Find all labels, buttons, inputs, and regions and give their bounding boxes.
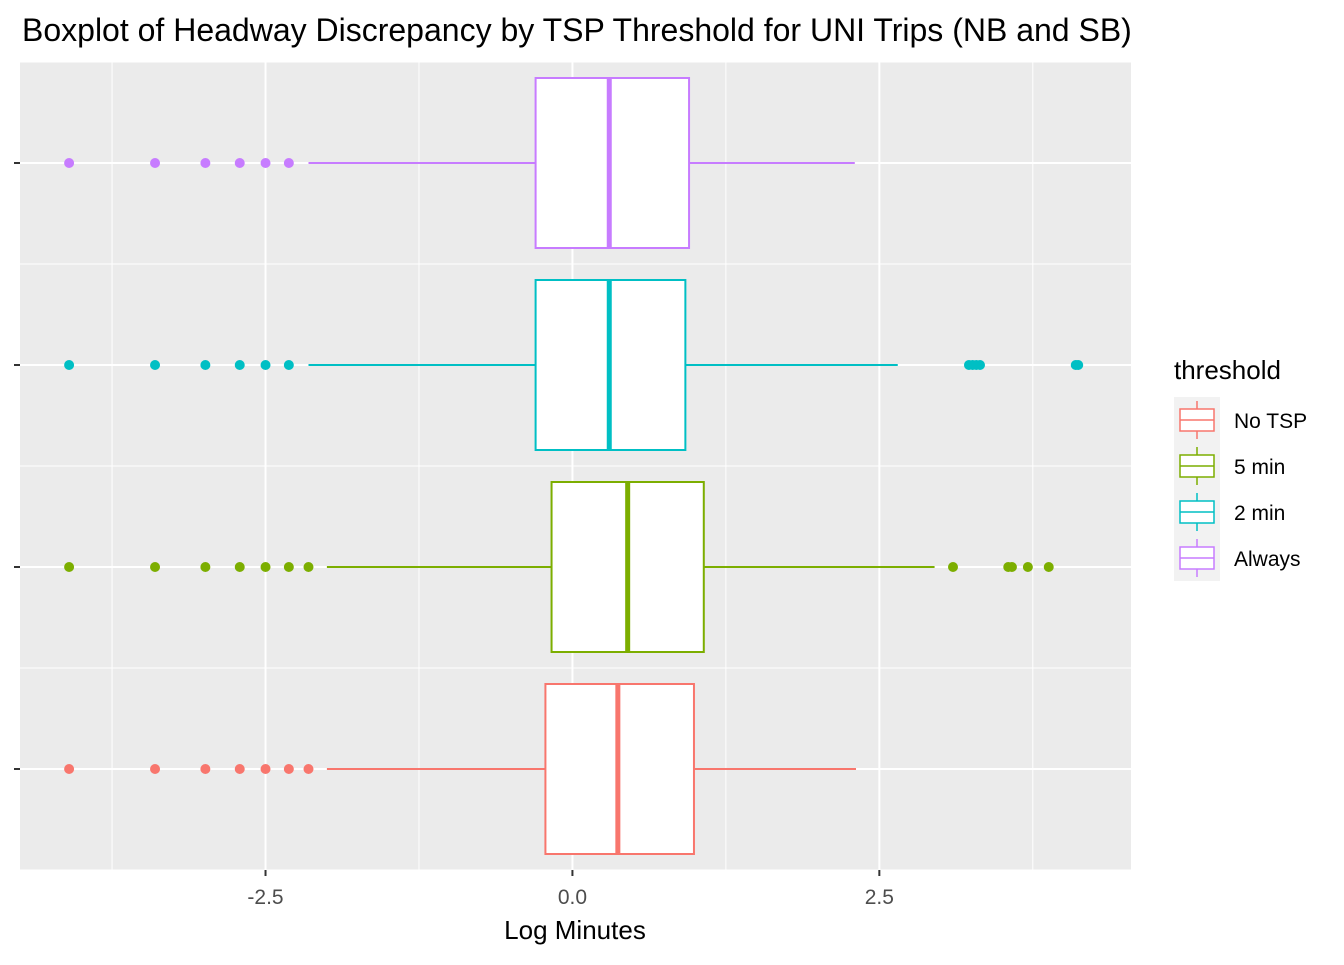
outlier-point: [64, 360, 75, 370]
outlier-point: [150, 764, 161, 774]
outlier-point: [200, 360, 211, 370]
box-2-min: [64, 279, 1084, 451]
outlier-point: [283, 360, 294, 370]
outlier-point: [200, 562, 211, 572]
outlier-point: [64, 158, 75, 168]
outlier-point: [150, 562, 161, 572]
x-tick-label: 2.5: [865, 886, 894, 909]
legend-label: No TSP: [1234, 410, 1307, 433]
box-series: [64, 77, 1084, 855]
outlier-point: [283, 764, 294, 774]
legend: threshold No TSP 5 min 2 min Always: [1174, 355, 1307, 581]
outlier-point: [200, 764, 211, 774]
x-tick-label: 0.0: [558, 886, 587, 909]
legend-item-2-min: 2 min: [1179, 493, 1285, 531]
x-axis-title: Log Minutes: [504, 915, 646, 945]
outlier-point: [260, 764, 271, 774]
legend-item-5-min: 5 min: [1179, 447, 1285, 485]
outlier-point: [1043, 562, 1054, 572]
x-tick-label: -2.5: [247, 886, 283, 909]
outlier-point: [64, 764, 75, 774]
outlier-point: [947, 562, 958, 572]
iqr-box: [534, 77, 691, 249]
box-5-min: [64, 481, 1054, 653]
legend-item-always: Always: [1179, 539, 1301, 577]
outlier-point: [283, 562, 294, 572]
legend-item-no-tsp: No TSP: [1179, 401, 1307, 439]
outlier-point: [200, 158, 211, 168]
box-always: [64, 77, 855, 249]
outlier-point: [150, 360, 161, 370]
outlier-point: [234, 764, 245, 774]
legend-label: Always: [1234, 548, 1301, 571]
outlier-point: [64, 562, 75, 572]
outlier-point: [1022, 562, 1033, 572]
outlier-point: [234, 158, 245, 168]
outlier-point: [260, 562, 271, 572]
outlier-point: [1073, 360, 1084, 370]
outlier-point: [1006, 562, 1017, 572]
legend-label: 5 min: [1234, 456, 1285, 479]
chart-title: Boxplot of Headway Discrepancy by TSP Th…: [22, 12, 1132, 48]
legend-label: 2 min: [1234, 502, 1285, 525]
outlier-point: [975, 360, 986, 370]
outlier-point: [234, 360, 245, 370]
x-axis: -2.5 0.0 2.5: [14, 162, 894, 909]
outlier-point: [234, 562, 245, 572]
outlier-point: [303, 562, 314, 572]
outlier-point: [260, 360, 271, 370]
outlier-point: [283, 158, 294, 168]
outlier-point: [150, 158, 161, 168]
legend-title: threshold: [1174, 355, 1281, 385]
box-no-tsp: [64, 683, 857, 855]
outlier-point: [260, 158, 271, 168]
outlier-point: [303, 764, 314, 774]
